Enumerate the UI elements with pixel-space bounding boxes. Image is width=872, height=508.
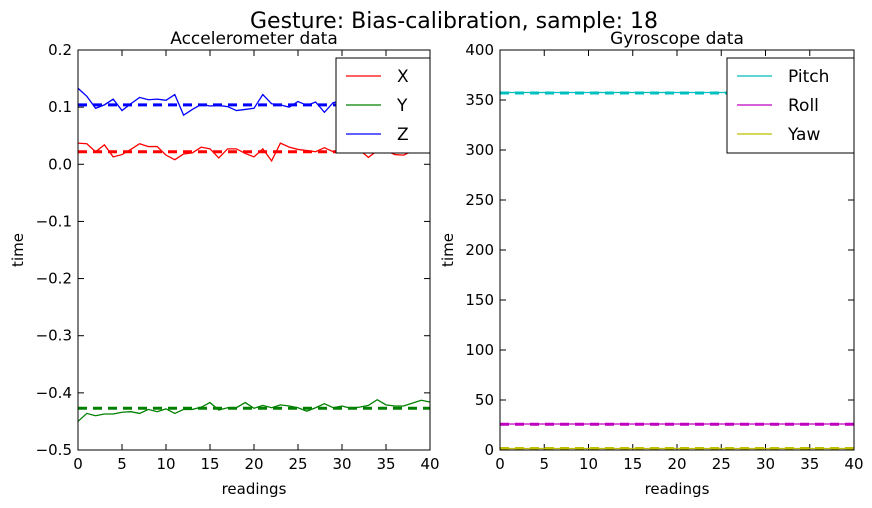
- gyroscope-x-tick-label: 25: [712, 455, 731, 473]
- gyroscope-y-tick-label: 400: [465, 41, 494, 59]
- gyroscope-chart: Gyroscope data 0 5 10 15 20 25 30 35 40 400 350 300…: [439, 29, 864, 498]
- gyroscope-x-tick-label: 10: [579, 455, 598, 473]
- gyroscope-y-axis-label: time: [439, 233, 457, 267]
- accelerometer-y-axis-label: time: [9, 233, 27, 267]
- gyroscope-y-tick-label: 350: [465, 91, 494, 109]
- gyroscope-x-tick-label: 30: [756, 455, 775, 473]
- accelerometer-chart-title: Accelerometer data: [170, 29, 338, 49]
- gyroscope-legend-label-pitch: Pitch: [788, 67, 829, 87]
- gyroscope-legend: Pitch Roll Yaw: [726, 57, 855, 154]
- figure-title: Gesture: Bias-calibration, sample: 18: [250, 9, 658, 34]
- accelerometer-x-tick-label: 15: [200, 455, 219, 473]
- accelerometer-y-tick-label: −0.1: [36, 212, 72, 230]
- gyroscope-y-tick-label: 150: [465, 291, 494, 309]
- accelerometer-x-tick-label: 10: [156, 455, 175, 473]
- accelerometer-x-tick-label: 40: [420, 455, 439, 473]
- gyroscope-legend-label-yaw: Yaw: [787, 125, 820, 145]
- gyroscope-chart-title: Gyroscope data: [610, 29, 744, 49]
- accelerometer-y-tick-label: −0.5: [36, 441, 72, 459]
- gyroscope-x-tick-label: 40: [844, 455, 863, 473]
- gyroscope-ticks: 0 5 10 15 20 25 30 35 40 400 350 300 250 200 150 100 50 0: [465, 41, 863, 473]
- gyroscope-x-tick-label: 35: [800, 455, 819, 473]
- accelerometer-ticks: 0 5 10 15 20 25 30 35 40 0.2 0.1 0.0 −0.1 −0.2 −0.3 −0.…: [36, 41, 440, 473]
- gyroscope-y-tick-label: 50: [475, 391, 494, 409]
- accelerometer-y-tick-label: 0.2: [48, 41, 72, 59]
- accelerometer-y-tick-label: 0.1: [48, 98, 72, 116]
- gyroscope-y-tick-label: 250: [465, 191, 494, 209]
- gyroscope-plot-frame: [499, 49, 855, 451]
- gyroscope-y-tick-label: 100: [465, 341, 494, 359]
- gyroscope-x-tick-label: 0: [495, 455, 505, 473]
- accelerometer-plot-frame: [77, 49, 431, 451]
- accelerometer-x-tick-label: 25: [288, 455, 307, 473]
- accelerometer-chart: Accelerometer data 0 5 10 15 20 25 30 35 40 0.2 0.…: [9, 29, 440, 498]
- gyroscope-x-tick-label: 15: [623, 455, 642, 473]
- accelerometer-series-x-line: [77, 142, 431, 163]
- accelerometer-x-tick-label: 30: [332, 455, 351, 473]
- gyroscope-y-tick-label: 300: [465, 141, 494, 159]
- gyroscope-legend-label-roll: Roll: [788, 96, 819, 116]
- accelerometer-x-tick-label: 35: [376, 455, 395, 473]
- accelerometer-legend-label-y: Y: [396, 96, 408, 116]
- gyroscope-y-tick-label: 0: [484, 441, 494, 459]
- accelerometer-x-tick-label: 5: [117, 455, 127, 473]
- gyroscope-x-axis-label: readings: [645, 480, 710, 498]
- accelerometer-x-tick-label: 0: [73, 455, 83, 473]
- accelerometer-legend-label-z: Z: [397, 125, 409, 145]
- accelerometer-legend: XYZ: [335, 57, 431, 154]
- accelerometer-legend-label-x: X: [397, 67, 409, 87]
- accelerometer-y-tick-label: −0.2: [36, 270, 72, 288]
- accelerometer-series-y-line: [77, 398, 431, 422]
- gyroscope-x-tick-label: 5: [539, 455, 549, 473]
- accelerometer-y-tick-label: −0.3: [36, 327, 72, 345]
- gyroscope-x-tick-label: 20: [667, 455, 686, 473]
- accelerometer-x-tick-label: 20: [244, 455, 263, 473]
- accelerometer-x-axis-label: readings: [222, 480, 287, 498]
- accelerometer-y-tick-label: −0.4: [36, 384, 72, 402]
- gyroscope-y-tick-label: 200: [465, 241, 494, 259]
- accelerometer-y-tick-label: 0.0: [48, 155, 72, 173]
